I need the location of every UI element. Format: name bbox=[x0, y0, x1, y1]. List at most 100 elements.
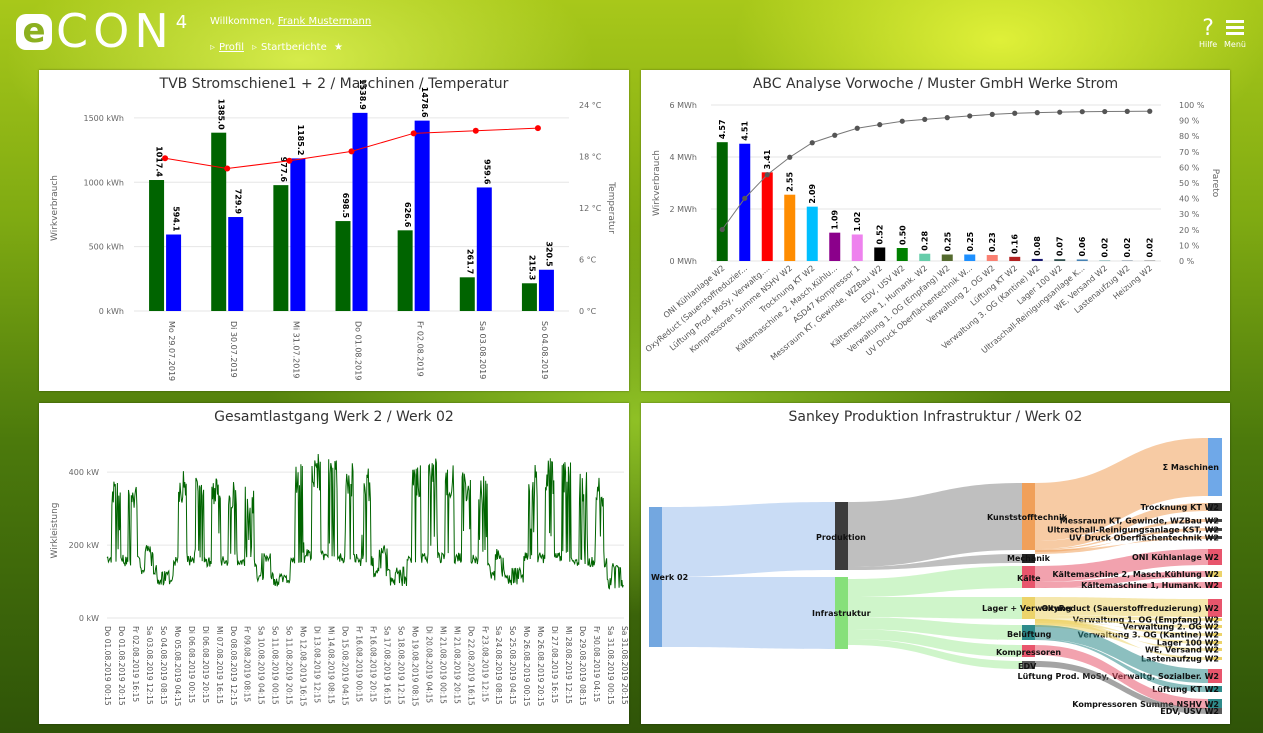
sankey-leaf-node bbox=[1208, 641, 1222, 644]
temperature-point bbox=[472, 127, 479, 134]
flow-werk-prod bbox=[662, 502, 835, 577]
bar-value-label: 0.02 bbox=[1146, 238, 1155, 258]
sankey-leaf-label: Messraum KT, Gewinde, WZBau W2 bbox=[1060, 517, 1219, 526]
x-tick-label: Sa 10.08.2019 04:15 bbox=[257, 626, 266, 705]
y2-tick-label: 0 °C bbox=[579, 307, 597, 316]
abc-bar bbox=[1031, 258, 1043, 261]
temperature-point bbox=[162, 155, 169, 162]
flow-leaf bbox=[1035, 528, 1208, 552]
x-tick-label: Di 20.08.2019 04:15 bbox=[424, 626, 433, 703]
bar-value-label: 698.5 bbox=[341, 193, 350, 219]
bar-series1 bbox=[149, 180, 165, 311]
breadcrumb-profile-link[interactable]: Profil bbox=[219, 42, 244, 53]
sankey-node-label: Infrastruktur bbox=[812, 609, 871, 618]
pareto-point bbox=[922, 116, 928, 122]
menu-button[interactable]: Menü bbox=[1224, 18, 1246, 49]
y2-tick-label: 6 °C bbox=[579, 256, 597, 265]
x-tick-label: Mi 14.08.2019 08:15 bbox=[327, 626, 336, 704]
flow-leaf bbox=[1035, 615, 1208, 621]
pareto-point bbox=[1057, 109, 1063, 115]
breadcrumb-arrow-icon: ▹ bbox=[251, 42, 258, 53]
user-name-link[interactable]: Frank Mustermann bbox=[277, 16, 372, 27]
sankey-node-werk02 bbox=[649, 507, 662, 647]
flow-leaf bbox=[1035, 582, 1208, 588]
bar-series1 bbox=[211, 132, 227, 311]
bar-series1 bbox=[273, 185, 289, 311]
x-tick-label: So 04.08.2019 bbox=[540, 321, 549, 379]
sankey-node-label: Kunststofftechnik bbox=[987, 513, 1068, 522]
x-tick-label: Sa 03.08.2019 12:15 bbox=[145, 626, 154, 705]
welcome-text: Willkommen, Frank Mustermann bbox=[210, 16, 371, 27]
sankey-leaf-node bbox=[1208, 519, 1222, 522]
sankey-leaf-node bbox=[1208, 657, 1222, 660]
y-tick-label: 1500 kWh bbox=[83, 114, 124, 123]
x-tick-label: So 11.08.2019 20:15 bbox=[285, 626, 294, 705]
bar-series2 bbox=[414, 120, 430, 311]
sankey-leaf-label: ONI Kühlanlage W2 bbox=[1132, 553, 1219, 562]
y-tick-label: 2 MWh bbox=[669, 205, 697, 214]
tvb-bar-chart[interactable]: 0 kWh 500 kWh 1000 kWh 1500 kWh 0 °C 6 °C 12 °… bbox=[39, 70, 629, 391]
x-tick-label: Do 01.08.2019 20:15 bbox=[117, 626, 126, 706]
y2-tick-label: 20 % bbox=[1179, 226, 1200, 235]
bar-value-label: 1538.9 bbox=[358, 79, 367, 110]
bar-series2 bbox=[290, 158, 306, 311]
sankey-leaf-node bbox=[1208, 669, 1222, 683]
bar-value-label: 2.55 bbox=[786, 172, 795, 192]
flow-leaf bbox=[1035, 618, 1208, 628]
bar-value-label: 0.08 bbox=[1033, 236, 1042, 256]
x-tick-label: Sa 31.08.2019 20:15 bbox=[620, 626, 629, 705]
sankey-node-label: Produktion bbox=[816, 533, 866, 542]
sankey-leaf-node bbox=[1208, 648, 1222, 651]
pareto-point bbox=[1012, 110, 1018, 116]
sankey-leaf-label: UV Druck Oberflächentechnik W2 bbox=[1069, 534, 1219, 543]
pareto-point bbox=[787, 154, 793, 160]
y-axis-label: Wirkleistung bbox=[50, 503, 60, 559]
flow-leaf bbox=[1035, 503, 1208, 549]
help-button[interactable]: ? Hilfe bbox=[1199, 16, 1217, 50]
sankey-leaf-label: Σ Maschinen bbox=[1163, 463, 1220, 472]
load-profile-chart[interactable]: 0 kW 200 kW 400 kW Wirkleistung Do 01.08.201… bbox=[39, 403, 629, 724]
econ4-logo[interactable]: e CON 4 bbox=[16, 6, 187, 56]
pareto-point bbox=[1147, 108, 1153, 114]
sankey-leaf-node bbox=[1208, 438, 1222, 496]
sankey-leaf-label: Verwaltung 2. OG W2 bbox=[1123, 623, 1219, 632]
pareto-point bbox=[1034, 110, 1040, 116]
x-tick-label: Do 08.08.2019 12:15 bbox=[229, 626, 238, 706]
bar-series1 bbox=[521, 283, 537, 311]
breadcrumb-arrow-icon: ▹ bbox=[210, 42, 216, 53]
pareto-line bbox=[721, 110, 1150, 230]
y-tick-label: 400 kW bbox=[69, 468, 99, 477]
flow-infra-edv bbox=[848, 639, 1022, 669]
bar-value-label: 626.6 bbox=[403, 202, 412, 228]
x-tick-label: Mo 05.08.2019 04:15 bbox=[173, 626, 182, 707]
bar-value-label: 0.06 bbox=[1078, 236, 1087, 256]
flow-infra-belueft bbox=[848, 617, 1022, 640]
x-tick-label: Fr 02.08.2019 bbox=[416, 321, 425, 377]
x-tick-label: Do 22.08.2019 16:15 bbox=[466, 626, 475, 706]
help-icon: ? bbox=[1202, 16, 1214, 41]
sankey-node-belueft bbox=[1022, 625, 1035, 640]
sankey-leaf-label: Lüftung KT W2 bbox=[1152, 685, 1219, 694]
temperature-point bbox=[348, 148, 355, 155]
x-tick-label: Sa 17.08.2019 16:15 bbox=[382, 626, 391, 705]
bar-series2 bbox=[166, 234, 182, 311]
pareto-point bbox=[832, 132, 838, 138]
favorite-star-icon[interactable]: ★ bbox=[333, 42, 343, 53]
sankey-node-infra bbox=[835, 577, 848, 649]
sankey-leaf-label: Lager 100 W2 bbox=[1157, 639, 1219, 648]
sankey-diagram[interactable]: Σ Maschinen Trocknung KT W2 Messraum KT, G… bbox=[641, 403, 1230, 724]
x-tick-label: Mi 28.08.2019 12:15 bbox=[564, 626, 573, 704]
panel-sankey: Sankey Produktion Infrastruktur / Werk 0… bbox=[641, 403, 1230, 724]
flow-leaf bbox=[1035, 597, 1208, 617]
bar-value-label: 1478.6 bbox=[420, 87, 429, 118]
y-tick-label: 1000 kWh bbox=[83, 178, 124, 187]
x-tick-label: Do 15.08.2019 04:15 bbox=[341, 626, 350, 706]
logo-sup: 4 bbox=[175, 12, 188, 33]
x-tick-label: Mi 21.08.2019 20:15 bbox=[452, 626, 461, 704]
x-tick-label: Mo 29.07.2019 bbox=[167, 321, 176, 381]
temperature-point bbox=[534, 125, 541, 132]
x-tick-label: Mo 19.08.2019 08:15 bbox=[410, 626, 419, 707]
abc-pareto-chart[interactable]: 0 MWh 2 MWh 4 MWh 6 MWh 0 % 10 % 20 % 30 % 40 % 5… bbox=[641, 70, 1230, 391]
y-tick-label: 200 kW bbox=[69, 541, 99, 550]
sankey-leaf-node bbox=[1208, 633, 1222, 636]
